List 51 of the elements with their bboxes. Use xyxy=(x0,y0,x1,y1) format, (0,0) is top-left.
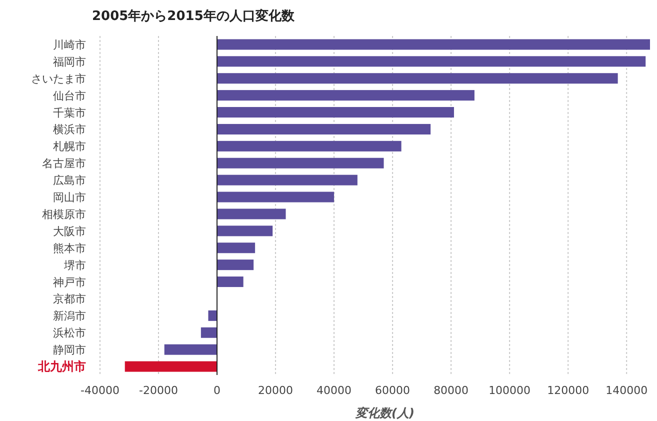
bar xyxy=(217,192,334,202)
bar xyxy=(217,226,273,236)
bar xyxy=(217,90,474,101)
x-tick-label: 40000 xyxy=(316,384,352,397)
x-tick-label: 140000 xyxy=(606,384,648,397)
bar xyxy=(208,310,218,321)
bar xyxy=(124,361,218,372)
y-tick-label: 熊本市 xyxy=(53,242,86,255)
x-tick-label: -20000 xyxy=(139,384,178,397)
bar xyxy=(217,158,384,168)
y-tick-label: 千葉市 xyxy=(53,106,86,120)
y-tick-label: 静岡市 xyxy=(53,344,86,357)
x-axis-title: 変化数(人) xyxy=(354,406,414,420)
y-tick-label: 神戸市 xyxy=(53,276,86,289)
y-tick-label: 札幌市 xyxy=(53,140,86,154)
y-tick-label: 岡山市 xyxy=(53,191,86,204)
bar xyxy=(217,174,358,186)
y-tick-label: 福岡市 xyxy=(53,55,86,68)
y-tick-label: 名古屋市 xyxy=(42,157,86,170)
bar xyxy=(164,344,218,355)
bar xyxy=(217,39,650,50)
chart-title: 2005年から2015年の人口変化数 xyxy=(92,8,296,24)
bar xyxy=(217,124,431,134)
x-tick-label: 60000 xyxy=(375,384,410,397)
x-tick-label: 100000 xyxy=(488,384,531,397)
y-tick-label: 横浜市 xyxy=(53,123,86,136)
y-tick-label: 川崎市 xyxy=(53,38,86,52)
x-tick-label: 0 xyxy=(214,384,221,397)
y-tick-label: 広島市 xyxy=(53,174,86,188)
y-tick-label: 新潟市 xyxy=(53,310,86,323)
bar xyxy=(217,276,244,288)
y-tick-label: 大阪市 xyxy=(53,224,86,238)
y-tick-label: 北九州市 xyxy=(37,360,86,374)
bar xyxy=(217,208,286,220)
x-tick-label: 120000 xyxy=(547,384,590,397)
y-tick-label: さいたま市 xyxy=(31,72,86,86)
x-tick-label: -40000 xyxy=(80,384,120,397)
y-tick-label: 仙台市 xyxy=(53,89,86,102)
x-tick-label: 20000 xyxy=(258,384,294,397)
bar xyxy=(217,260,254,270)
bar xyxy=(217,242,256,254)
bar xyxy=(217,56,646,67)
y-tick-label: 京都市 xyxy=(53,292,86,306)
bar xyxy=(217,73,618,84)
y-tick-label: 相模原市 xyxy=(42,208,86,221)
y-tick-label: 浜松市 xyxy=(53,326,86,340)
x-tick-label: 80000 xyxy=(434,384,469,397)
y-tick-label: 堺市 xyxy=(63,258,86,272)
bar xyxy=(217,107,454,118)
bar xyxy=(217,140,402,152)
bar xyxy=(200,327,218,338)
